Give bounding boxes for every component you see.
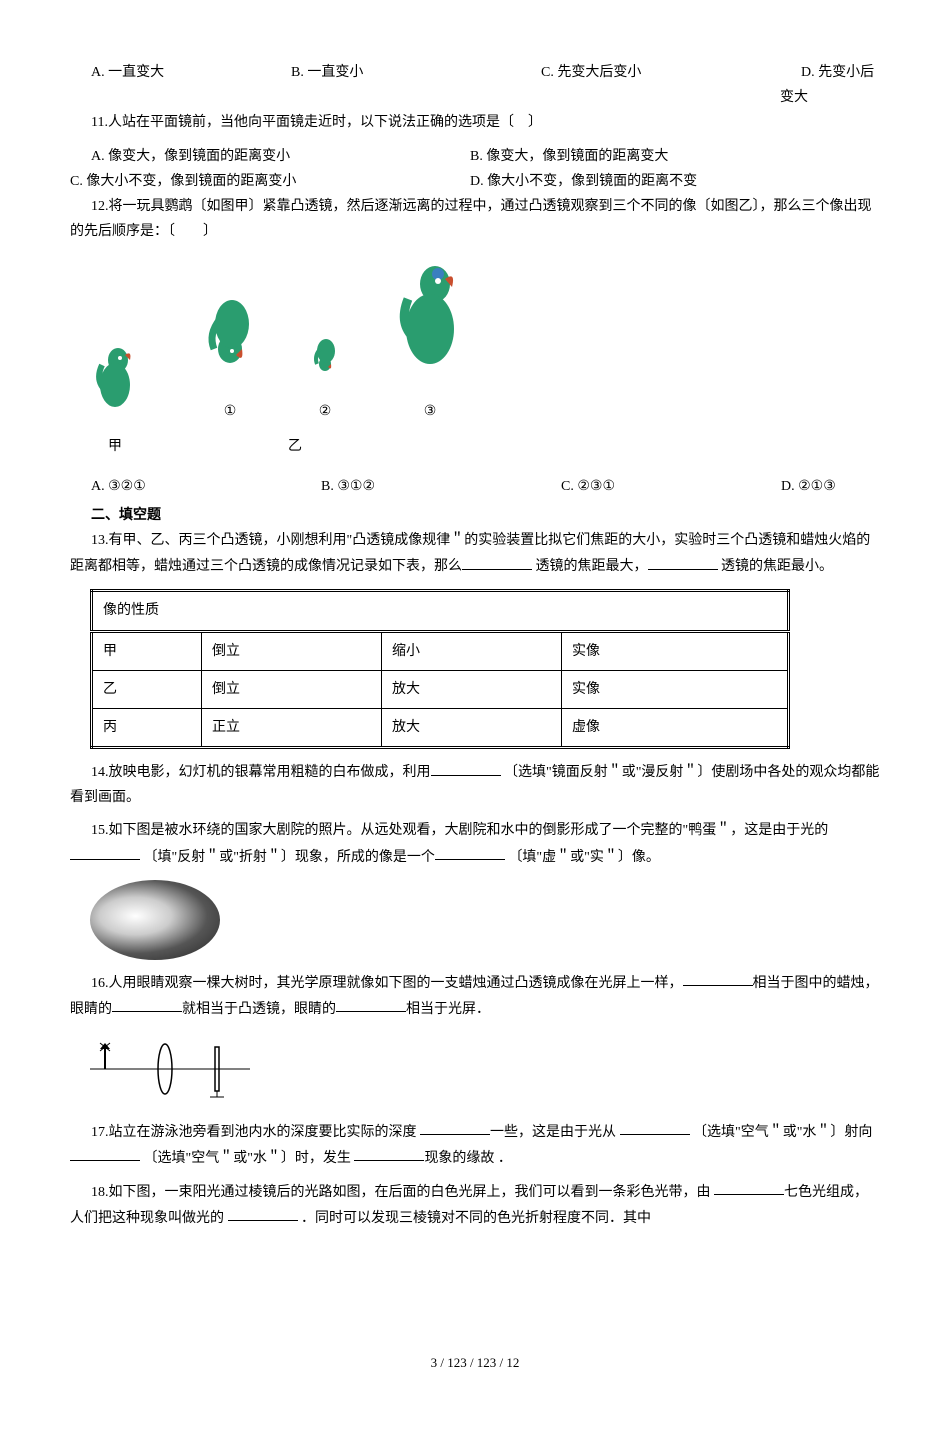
question-13: 13.有甲、乙、丙三个凸透镜，小刚想利用"凸透镜成像规律＂的实验装置比拟它们焦距… bbox=[70, 528, 880, 579]
question-18: 18.如下图，一束阳光通过棱镜后的光路如图，在后面的白色光屏上，我们可以看到一条… bbox=[70, 1179, 880, 1231]
blank bbox=[420, 1119, 490, 1136]
q17-p4: 〔选填"空气＂或"水＂〕时，发生 bbox=[140, 1150, 354, 1165]
q17-p2: 一些，这是由于光从 bbox=[490, 1124, 620, 1139]
option-c: C. 先变大后变小 bbox=[520, 60, 780, 110]
table-header: 像的性质 bbox=[92, 591, 789, 631]
page-footer: 3 / 123 / 123 / 12 bbox=[70, 1351, 880, 1374]
blank bbox=[462, 553, 532, 570]
q11-option-a: A. 像变大，像到镜面的距离变小 bbox=[70, 144, 470, 169]
q15-p3: 〔填"虚＂或"实＂〕像。 bbox=[505, 849, 660, 864]
question-17: 17.站立在游泳池旁看到池内水的深度要比实际的深度 一些，这是由于光从 〔选填"… bbox=[70, 1119, 880, 1171]
q16-p3: 就相当于凸透镜，眼睛的 bbox=[182, 1001, 336, 1016]
blank bbox=[228, 1205, 298, 1222]
cell: 丙 bbox=[92, 708, 202, 747]
parrot-yi-group: ① ② bbox=[200, 259, 470, 459]
q12-option-a: A. ③②① bbox=[70, 474, 300, 499]
option-a: A. 一直变大 bbox=[70, 60, 270, 110]
parrot-icon-3 bbox=[390, 259, 470, 379]
question-14: 14.放映电影，幻灯机的银幕常用粗糙的白布做成，利用 〔选填"镜面反射＂或"漫反… bbox=[70, 759, 880, 810]
question-options: A. 一直变大 B. 一直变小 C. 先变大后变小 D. 先变小后变大 bbox=[70, 60, 880, 110]
q13-mid: 透镜的焦距最大， bbox=[532, 559, 648, 574]
q15-p1: 15.如下图是被水环绕的国家大剧院的照片。从远处观看，大剧院和水中的倒影形成了一… bbox=[91, 823, 828, 838]
cell: 放大 bbox=[382, 708, 562, 747]
q13-after: 透镜的焦距最小。 bbox=[718, 559, 834, 574]
blank bbox=[431, 759, 501, 776]
blank bbox=[354, 1145, 424, 1162]
question-15: 15.如下图是被水环绕的国家大剧院的照片。从远处观看，大剧院和水中的倒影形成了一… bbox=[70, 818, 880, 869]
q11-option-c: C. 像大小不变，像到镜面的距离变小 bbox=[70, 169, 470, 194]
parrot-1: ① bbox=[200, 289, 260, 423]
table-row: 丙 正立 放大 虚像 bbox=[92, 708, 789, 747]
cell: 正立 bbox=[202, 708, 382, 747]
q16-p4: 相当于光屏． bbox=[406, 1001, 490, 1016]
cell: 甲 bbox=[92, 631, 202, 670]
question-11-text: 11.人站在平面镜前，当他向平面镜走近时，以下说法正确的选项是〔 〕 bbox=[70, 110, 880, 135]
blank bbox=[648, 553, 718, 570]
theater-image bbox=[90, 880, 220, 960]
cell: 缩小 bbox=[382, 631, 562, 670]
num-3: ③ bbox=[390, 399, 470, 424]
blank bbox=[714, 1179, 784, 1196]
caption-yi: 乙 bbox=[120, 434, 470, 459]
q18-p1: 18.如下图，一束阳光通过棱镜后的光路如图，在后面的白色光屏上，我们可以看到一条… bbox=[91, 1184, 714, 1199]
q12-option-b: B. ③①② bbox=[300, 474, 540, 499]
q17-p3: 〔选填"空气＂或"水＂〕射向 bbox=[690, 1124, 873, 1139]
cell: 乙 bbox=[92, 670, 202, 708]
q12-option-c: C. ②③① bbox=[540, 474, 760, 499]
table-row: 甲 倒立 缩小 实像 bbox=[92, 631, 789, 670]
q11-options-row1: A. 像变大，像到镜面的距离变小 B. 像变大，像到镜面的距离变大 bbox=[70, 144, 880, 169]
cell: 倒立 bbox=[202, 670, 382, 708]
option-d: D. 先变小后变大 bbox=[780, 60, 880, 110]
blank bbox=[435, 844, 505, 861]
lens-diagram-icon bbox=[90, 1039, 250, 1099]
parrot-icon-jia bbox=[90, 340, 140, 415]
blank bbox=[70, 1145, 140, 1162]
question-16: 16.人用眼睛观察一棵大树时，其光学原理就像如下图的一支蜡烛通过凸透镜成像在光屏… bbox=[70, 970, 880, 1022]
cell: 倒立 bbox=[202, 631, 382, 670]
q17-p1: 17.站立在游泳池旁看到池内水的深度要比实际的深度 bbox=[91, 1124, 420, 1139]
parrot-icon-2 bbox=[310, 334, 340, 379]
q13-table: 像的性质 甲 倒立 缩小 实像 乙 倒立 放大 实像 丙 正立 放大 虚像 bbox=[90, 589, 790, 749]
q18-p3: ．同时可以发现三棱镜对不同的色光折射程度不同．其中 bbox=[298, 1210, 652, 1225]
num-2: ② bbox=[310, 399, 340, 424]
q11-option-b: B. 像变大，像到镜面的距离变大 bbox=[470, 144, 880, 169]
blank bbox=[336, 996, 406, 1013]
parrot-icon-1 bbox=[200, 289, 260, 379]
cell: 实像 bbox=[562, 670, 789, 708]
q15-p2: 〔填"反射＂或"折射＂〕现象，所成的像是一个 bbox=[140, 849, 435, 864]
question-12-text: 12.将一玩具鹦鹉〔如图甲〕紧靠凸透镜，然后逐渐远离的过程中，通过凸透镜观察到三… bbox=[70, 194, 880, 244]
option-b: B. 一直变小 bbox=[270, 60, 520, 110]
q16-p1: 16.人用眼睛观察一棵大树时，其光学原理就像如下图的一支蜡烛通过凸透镜成像在光屏… bbox=[91, 975, 683, 990]
cell: 虚像 bbox=[562, 708, 789, 747]
parrot-2: ② bbox=[310, 334, 340, 423]
q11-option-d: D. 像大小不变，像到镜面的距离不变 bbox=[470, 169, 880, 194]
q12-text: 12.将一玩具鹦鹉〔如图甲〕紧靠凸透镜，然后逐渐远离的过程中，通过凸透镜观察到三… bbox=[70, 199, 872, 239]
blank bbox=[70, 844, 140, 861]
q12-options: A. ③②① B. ③①② C. ②③① D. ②①③ bbox=[70, 474, 880, 499]
blank bbox=[112, 996, 182, 1013]
q17-p5: 现象的缘故 ． bbox=[424, 1150, 512, 1165]
table-row: 乙 倒立 放大 实像 bbox=[92, 670, 789, 708]
blank bbox=[683, 970, 753, 987]
parrot-diagram: 甲 ① bbox=[70, 259, 880, 459]
cell: 放大 bbox=[382, 670, 562, 708]
cell: 实像 bbox=[562, 631, 789, 670]
num-1: ① bbox=[200, 399, 260, 424]
blank bbox=[620, 1119, 690, 1136]
q14-p1: 14.放映电影，幻灯机的银幕常用粗糙的白布做成，利用 bbox=[91, 765, 431, 780]
q12-option-d: D. ②①③ bbox=[760, 474, 880, 499]
section-2-title: 二、填空题 bbox=[70, 503, 880, 528]
parrot-3: ③ bbox=[390, 259, 470, 423]
q11-options-row2: C. 像大小不变，像到镜面的距离变小 D. 像大小不变，像到镜面的距离不变 bbox=[70, 169, 880, 194]
